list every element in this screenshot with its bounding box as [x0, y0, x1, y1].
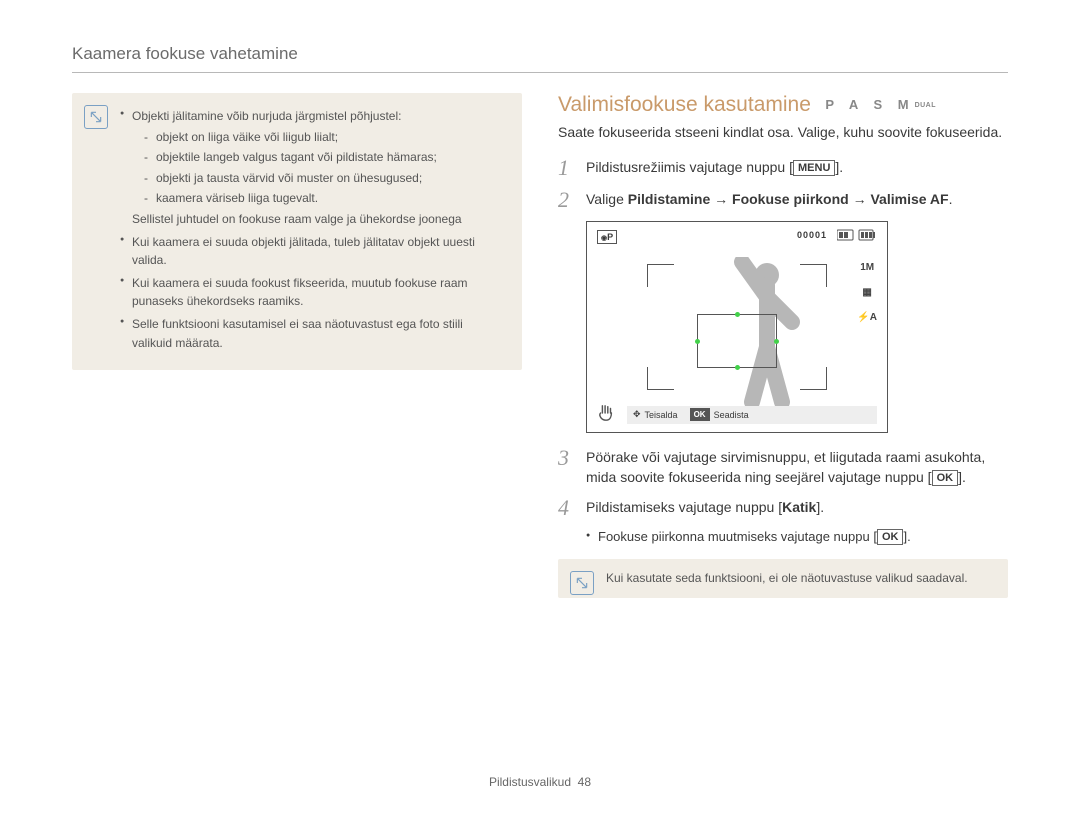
- step-text: .: [839, 159, 843, 175]
- nav-icon: ✥: [633, 409, 641, 420]
- legend-move: Teisalda: [645, 410, 678, 420]
- step-text: Valige: [586, 191, 628, 207]
- flash-icon: ⚡A: [857, 312, 877, 323]
- step-2: 2 Valige Pildistamine → Fookuse piirkond…: [558, 189, 1008, 211]
- sub-bullet: Fookuse piirkonna muutmiseks vajutage nu…: [558, 529, 1008, 545]
- note-text: Selle funktsiooni kasutamisel ei saa näo…: [120, 315, 506, 352]
- shutter-label: Katik: [782, 499, 816, 515]
- ok-button-label: OK: [877, 529, 904, 545]
- step-number: 4: [558, 497, 576, 519]
- info-icon: [570, 571, 594, 595]
- step-number: 3: [558, 447, 576, 488]
- step-text: ].: [816, 499, 824, 515]
- metering-icon: ▦: [862, 287, 871, 298]
- mode-labels: P A S MDUAL: [825, 97, 936, 112]
- ois-icon: [597, 404, 615, 422]
- resolution-icon: 1M: [860, 262, 874, 273]
- step-number: 1: [558, 157, 576, 179]
- legend-set: Seadista: [714, 410, 749, 420]
- note-text: kaamera väriseb liiga tugevalt.: [144, 189, 506, 208]
- step-1: 1 Pildistusrežiimis vajutage nuppu [MENU…: [558, 157, 1008, 179]
- step-3: 3 Pöörake või vajutage sirvimisnuppu, et…: [558, 447, 1008, 488]
- ok-chip: OK: [690, 408, 710, 421]
- step-text: Pöörake või vajutage sirvimisnuppu, et l…: [586, 449, 985, 485]
- camera-preview-illustration: ◉P 00001 1M ▦: [586, 221, 888, 433]
- page-footer: Pildistusvalikud 48: [0, 775, 1080, 789]
- sub-text: Fookuse piirkonna muutmiseks vajutage nu…: [598, 529, 873, 544]
- section-title: Valimisfookuse kasutamine: [558, 93, 811, 116]
- step-4: 4 Pildistamiseks vajutage nuppu [Katik].: [558, 497, 1008, 519]
- mode-icon: ◉P: [597, 230, 617, 244]
- page-title: Kaamera fookuse vahetamine: [72, 44, 1008, 73]
- menu-button-label: MENU: [793, 160, 835, 176]
- note-text: objektile langeb valgus tagant või pildi…: [144, 148, 506, 167]
- step-text: .: [962, 469, 966, 485]
- battery-icon: [837, 228, 877, 242]
- note-text: Objekti jälitamine võib nurjuda järgmist…: [132, 109, 401, 123]
- note-text: Sellistel juhtudel on fookuse raam valge…: [132, 210, 506, 229]
- side-icons: 1M ▦ ⚡A: [857, 262, 877, 323]
- step-text: .: [949, 191, 953, 207]
- tracking-note-list: Objekti jälitamine võib nurjuda järgmist…: [120, 107, 506, 352]
- footer-label: Pildistusvalikud: [489, 775, 571, 789]
- intro-text: Saate fokuseerida stseeni kindlat osa. V…: [558, 123, 1008, 143]
- note-text: objekti ja tausta värvid või muster on ü…: [144, 169, 506, 188]
- page-number: 48: [578, 775, 591, 789]
- shot-counter: 00001: [797, 230, 827, 240]
- step-text: Pildistusrežiimis vajutage nuppu: [586, 159, 789, 175]
- step-number: 2: [558, 189, 576, 211]
- focus-selection-box: [697, 314, 777, 368]
- step-text: Pildistamiseks vajutage nuppu [: [586, 499, 782, 515]
- tracking-note-box: Objekti jälitamine võib nurjuda järgmist…: [72, 93, 522, 370]
- note-text: Kui kaamera ei suuda fookust fikseerida,…: [120, 274, 506, 311]
- legend-bar: ✥ Teisalda OK Seadista: [627, 406, 877, 424]
- af-bracket: [647, 264, 674, 287]
- sub-text: .: [907, 529, 911, 544]
- note-text: objekt on liiga väike või liigub liialt;: [144, 128, 506, 147]
- af-bracket: [800, 264, 827, 287]
- note-text: Kui kaamera ei suuda objekti jälitada, t…: [120, 233, 506, 270]
- face-detect-note-box: Kui kasutate seda funktsiooni, ei ole nä…: [558, 559, 1008, 598]
- info-icon: [84, 105, 108, 129]
- af-bracket: [800, 367, 827, 390]
- step-path: Pildistamine → Fookuse piirkond → Valimi…: [628, 191, 949, 207]
- af-bracket: [647, 367, 674, 390]
- ok-button-label: OK: [932, 470, 959, 486]
- note-text: Kui kasutate seda funktsiooni, ei ole nä…: [606, 569, 994, 588]
